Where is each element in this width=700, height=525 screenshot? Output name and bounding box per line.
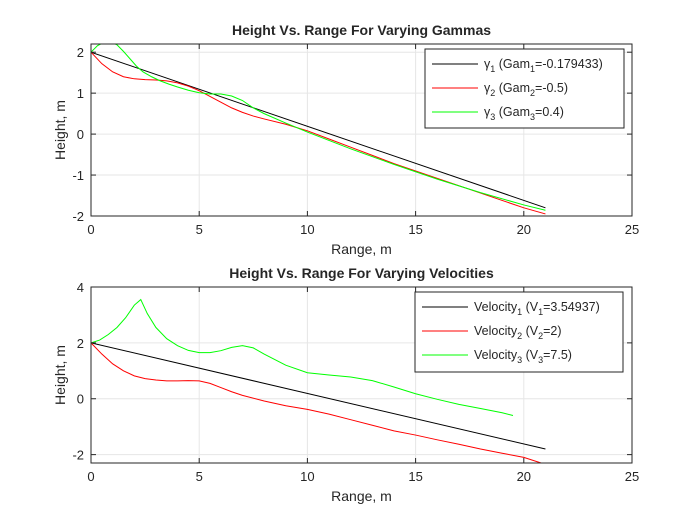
series-line-2 (91, 342, 542, 463)
y-tick-label: -1 (72, 168, 84, 183)
legend: Velocity1 (V1=3.54937) Velocity2 (V2=2) Ve… (414, 291, 624, 373)
chart-title: Height Vs. Range For Varying Velocities (229, 265, 494, 281)
legend-label-3: γ3 (Gam3=0.4) (484, 105, 564, 122)
legend: γ1 (Gam1=-0.179433) γ2 (Gam2=-0.5) γ3 (Gam… (424, 48, 625, 129)
axes-box (90, 286, 633, 464)
chart-1: 0 5 10 15 20 25 -2 -1 0 1 2 Height Vs. Range For Va… (52, 22, 639, 257)
y-axis-label: Height, m (52, 345, 68, 405)
x-axis-label: Range, m (331, 488, 392, 504)
legend-label-3: Velocity3 (V3=7.5) (474, 348, 572, 365)
x-tick-label: 5 (196, 222, 203, 237)
legend-label-2: Velocity2 (V2=2) (474, 324, 562, 341)
chart-title: Height Vs. Range For Varying Gammas (232, 22, 491, 38)
series-line-1 (91, 51, 546, 209)
x-axis-label: Range, m (331, 241, 392, 257)
y-tick-label: 2 (77, 45, 84, 60)
x-tick-label: 25 (625, 222, 639, 237)
y-axis-label: Height, m (52, 100, 68, 160)
y-tick-label: -2 (72, 209, 84, 224)
x-tick-label: 10 (300, 222, 314, 237)
y-tick-label: 4 (77, 280, 84, 295)
x-tick-label: 5 (196, 469, 203, 484)
x-tick-label: 25 (625, 469, 639, 484)
x-tick-label: 10 (300, 469, 314, 484)
y-tick-label: 2 (77, 336, 84, 351)
series-line-2 (91, 51, 546, 215)
legend-label-1: γ1 (Gam1=-0.179433) (484, 57, 603, 74)
x-tick-label: 0 (87, 222, 94, 237)
x-tick-label: 20 (517, 469, 531, 484)
y-tick-label: -2 (72, 448, 84, 463)
series-line-3 (91, 44, 546, 211)
legend-label-1: Velocity1 (V1=3.54937) (474, 300, 600, 317)
legend-box (414, 291, 624, 373)
x-tick-label: 20 (517, 222, 531, 237)
x-tick-label: 15 (408, 222, 422, 237)
x-tick-label: 0 (87, 469, 94, 484)
y-tick-label: 1 (77, 86, 84, 101)
x-tick-label: 15 (408, 469, 422, 484)
axes-box (90, 43, 633, 217)
series-line-3 (91, 298, 514, 416)
series-line-1 (91, 342, 546, 450)
y-tick-label: 0 (77, 127, 84, 142)
y-tick-label: 0 (77, 392, 84, 407)
legend-label-2: γ2 (Gam2=-0.5) (484, 81, 568, 98)
